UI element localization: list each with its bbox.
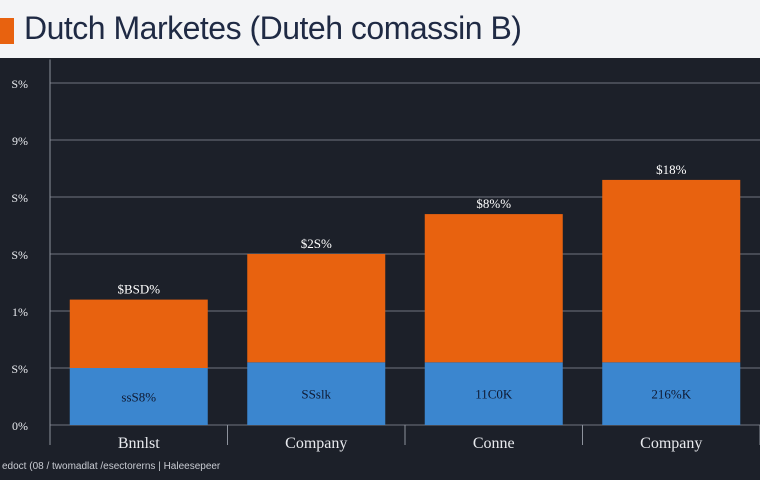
chart-title: Dutch Marketes (Duteh comassin B) xyxy=(24,10,522,46)
data-label: $2S% xyxy=(301,236,332,251)
y-tick-label: S% xyxy=(11,248,28,262)
data-label: 11C0K xyxy=(475,387,513,402)
bar-segment-orange xyxy=(69,299,208,368)
bar-segment-blue xyxy=(424,362,563,425)
y-tick-label: S% xyxy=(11,362,28,376)
data-label: SSslk xyxy=(301,387,331,402)
bar-segment-orange xyxy=(247,254,386,363)
data-label: ssS8% xyxy=(121,390,156,405)
x-tick-label: Conne xyxy=(473,435,515,452)
footer-note: edoct (08 / twomadlat /esectorerns | Hal… xyxy=(2,461,221,472)
x-tick-label: Company xyxy=(640,435,702,452)
y-tick-label: 0% xyxy=(12,419,28,433)
data-label: 216%K xyxy=(651,387,691,402)
bar-segment-blue xyxy=(69,368,208,425)
y-tick-label: S% xyxy=(11,191,28,205)
bar-segment-blue xyxy=(247,362,386,425)
bar-segment-orange xyxy=(424,214,563,363)
x-tick-label: Bnnlst xyxy=(118,435,160,452)
y-tick-label: S% xyxy=(11,77,28,91)
bar-segment-blue xyxy=(602,362,741,425)
x-tick-label: Company xyxy=(285,435,347,452)
data-label: $8%% xyxy=(476,196,511,211)
data-label: $BSD% xyxy=(117,282,160,297)
title-accent-marker xyxy=(0,18,14,44)
y-tick-label: 1% xyxy=(12,305,28,319)
data-label: $18% xyxy=(656,162,687,177)
y-tick-label: 9% xyxy=(12,134,28,148)
bar-segment-orange xyxy=(602,179,741,363)
title-bar: Dutch Marketes (Duteh comassin B) xyxy=(0,0,760,58)
